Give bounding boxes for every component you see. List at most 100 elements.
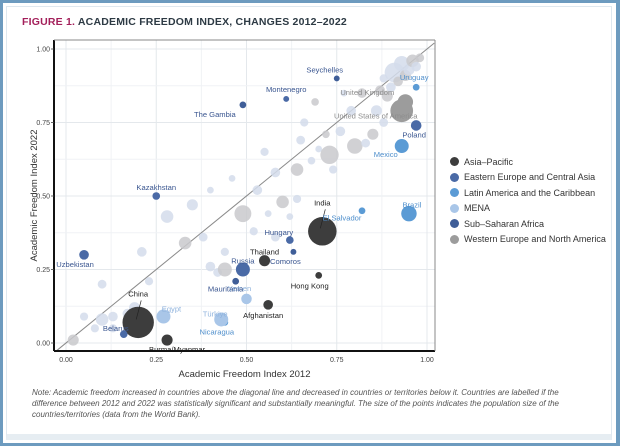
point-label: Burma/Myanmar xyxy=(149,345,206,354)
point-labels: China India Burma/Myanmar Thailand Hong Kong… xyxy=(56,65,428,354)
data-point xyxy=(340,89,348,97)
point-label: United Kingdom xyxy=(340,88,394,97)
data-point xyxy=(381,90,393,102)
legend-label: MENA xyxy=(464,203,491,214)
point-label: Uruguay xyxy=(400,73,429,82)
data-point xyxy=(329,165,338,174)
data-point xyxy=(286,213,294,220)
data-point xyxy=(311,98,319,106)
point-label: Uzbekistan xyxy=(56,260,94,269)
point-label: Poland xyxy=(402,130,426,139)
data-point-labelled xyxy=(333,75,340,82)
data-point xyxy=(228,174,236,182)
y-tick-label: 1.00 xyxy=(36,47,50,54)
point-label: Montenegro xyxy=(266,85,307,94)
legend-label: Latin America and the Caribbean xyxy=(464,187,596,198)
data-point-labelled xyxy=(410,120,422,131)
data-point-labelled xyxy=(156,309,171,324)
point-label: Türkiye xyxy=(203,309,228,318)
legend-item: Asia–Pacific xyxy=(450,154,606,170)
data-point-labelled xyxy=(152,192,161,200)
data-point-labelled xyxy=(412,83,420,91)
legend-label: Eastern Europe and Central Asia xyxy=(464,172,596,183)
data-point xyxy=(160,210,174,223)
point-label: Mauritania xyxy=(208,284,244,293)
data-point xyxy=(198,232,208,242)
point-label: Brazil xyxy=(402,201,421,210)
point-label: United States of America xyxy=(334,112,418,121)
data-point xyxy=(411,61,421,72)
data-point-labelled xyxy=(161,334,173,346)
label-leader-line xyxy=(135,300,142,320)
point-label: Comoros xyxy=(270,257,301,266)
data-point xyxy=(292,194,302,204)
x-tick-label: 0.25 xyxy=(149,357,163,364)
data-point xyxy=(270,232,280,242)
legend-label: Western Europe and North America xyxy=(464,234,606,245)
data-point-labelled xyxy=(259,255,271,267)
data-point xyxy=(97,279,107,289)
figure-title: FIGURE 1. ACADEMIC FREEDOM INDEX, CHANGE… xyxy=(22,16,347,28)
y-tick-label: 0.25 xyxy=(36,267,50,274)
point-label: Mexico xyxy=(374,150,398,159)
y-tick-label: 0.75 xyxy=(36,120,50,127)
axes xyxy=(53,39,436,352)
legend-label: Sub–Saharan Africa xyxy=(464,218,545,229)
figure-title-text: ACADEMIC FREEDOM INDEX, CHANGES 2012–202… xyxy=(77,16,347,28)
x-axis-label: Academic Freedom Index 2012 xyxy=(178,369,310,380)
data-point xyxy=(144,277,154,286)
legend-swatch-icon xyxy=(450,157,459,167)
label-leader-line xyxy=(319,209,326,229)
data-point-labelled xyxy=(283,96,290,102)
y-tick-label: 0.50 xyxy=(36,194,50,201)
point-label: Thailand xyxy=(250,248,279,257)
data-point xyxy=(95,313,109,326)
data-point xyxy=(296,135,306,145)
legend-item: MENA xyxy=(450,201,606,217)
data-point xyxy=(220,247,229,256)
point-label: Egypt xyxy=(162,305,182,314)
diagonal-reference-line xyxy=(54,42,435,353)
data-point xyxy=(379,118,389,127)
legend-item: Sub–Saharan Africa xyxy=(450,216,606,232)
data-point xyxy=(307,156,316,165)
data-point xyxy=(205,261,216,272)
data-point xyxy=(108,324,118,333)
data-point xyxy=(249,227,258,236)
data-point xyxy=(79,312,89,321)
point-label: India xyxy=(314,198,331,207)
data-point-labelled xyxy=(122,306,154,339)
data-point xyxy=(415,53,425,63)
data-point-labelled xyxy=(239,101,247,109)
x-tick-label: 0.75 xyxy=(330,357,344,364)
data-point-labelled xyxy=(235,262,250,277)
legend-swatch-icon xyxy=(450,219,459,229)
point-label: Hong Kong xyxy=(291,281,329,290)
data-point xyxy=(320,145,339,165)
data-point-labelled xyxy=(358,207,366,215)
data-point xyxy=(346,105,357,116)
point-label: Hungary xyxy=(264,228,293,237)
data-point xyxy=(347,138,363,154)
point-label: Kazakhstan xyxy=(136,183,176,192)
data-point xyxy=(270,167,281,178)
data-point xyxy=(207,186,214,194)
data-point xyxy=(393,76,403,87)
data-point xyxy=(386,82,396,93)
figure-number: FIGURE 1. xyxy=(22,16,76,28)
data-point xyxy=(260,147,269,156)
data-point-labelled xyxy=(263,299,273,310)
data-point-labelled xyxy=(308,217,337,246)
x-tick-label: 1.00 xyxy=(420,357,434,364)
data-point xyxy=(217,262,232,277)
data-point-labelled xyxy=(390,99,414,123)
figure-note: Note: Academic freedom increased in coun… xyxy=(32,388,559,419)
legend-item: Western Europe and North America xyxy=(450,232,606,248)
data-point-labelled xyxy=(214,312,229,327)
point-label: Afghanistan xyxy=(243,311,283,320)
legend-label: Asia–Pacific xyxy=(464,156,514,167)
data-point xyxy=(178,236,192,250)
data-point xyxy=(322,130,330,139)
data-point xyxy=(375,85,385,95)
